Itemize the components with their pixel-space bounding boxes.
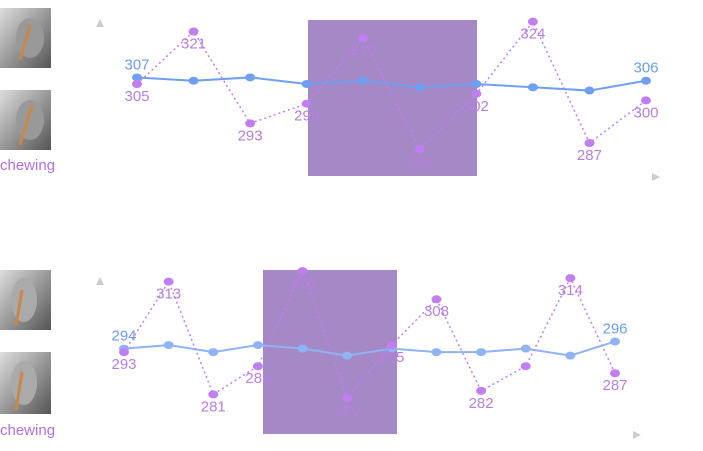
photo [0, 270, 51, 330]
point [358, 76, 369, 85]
point [245, 73, 256, 82]
point [414, 145, 425, 154]
point [431, 295, 442, 304]
series-line [136, 20, 647, 151]
point [342, 351, 353, 360]
data-label: 308 [424, 303, 449, 320]
highlight [308, 20, 477, 176]
point [386, 341, 397, 350]
point [527, 83, 538, 92]
axis-arrow [652, 173, 660, 181]
point [208, 348, 219, 357]
point [476, 386, 487, 395]
data-label: 281 [201, 398, 226, 415]
point [358, 34, 369, 43]
point [132, 80, 142, 88]
data-label: 306 [633, 60, 658, 77]
data-label: 294 [111, 328, 136, 345]
point [641, 76, 651, 85]
data-label: 300 [633, 104, 658, 121]
data-label: 316 [290, 275, 315, 292]
photo [0, 90, 51, 150]
point [610, 369, 620, 378]
data-label: 287 [602, 377, 627, 394]
point [163, 341, 174, 350]
point [431, 348, 442, 357]
axis-arrow [96, 277, 104, 285]
data-label: 324 [520, 26, 545, 43]
series-line [136, 76, 647, 92]
point [245, 119, 256, 128]
point [476, 348, 487, 357]
axis-arrow [633, 431, 641, 439]
data-label: 287 [577, 147, 602, 164]
caption: chewing [0, 157, 55, 174]
data-label: 280 [335, 402, 360, 419]
data-label: 313 [156, 286, 181, 303]
data-label: 285 [407, 154, 432, 171]
point [163, 277, 174, 286]
point [188, 27, 199, 36]
data-label: 307 [124, 56, 149, 73]
point [119, 348, 129, 357]
data-label: 302 [464, 98, 489, 115]
photo [0, 352, 51, 414]
data-label: 299 [294, 108, 319, 125]
point [132, 73, 142, 82]
point [297, 267, 308, 276]
point [301, 99, 312, 108]
data-label: 319 [351, 42, 376, 59]
point [301, 80, 312, 88]
point [610, 337, 620, 346]
point [188, 76, 199, 85]
photo [0, 8, 51, 68]
point [527, 17, 538, 26]
data-label: 282 [469, 395, 494, 412]
point [297, 344, 308, 353]
data-label: 295 [379, 349, 404, 366]
axis-arrow [96, 19, 104, 27]
data-label: 296 [602, 321, 627, 338]
caption: chewing [0, 422, 55, 439]
point [584, 139, 595, 148]
point [342, 393, 353, 402]
point [641, 96, 651, 105]
point [414, 83, 425, 92]
point [520, 344, 531, 353]
point [471, 89, 482, 98]
point [252, 341, 263, 350]
data-label: 314 [558, 282, 583, 299]
point [252, 362, 263, 371]
data-label: 321 [181, 35, 206, 52]
data-label: 293 [111, 356, 136, 373]
data-label: 289 [245, 370, 270, 387]
point [471, 80, 482, 88]
series-line [123, 269, 616, 400]
data-label: 293 [238, 127, 263, 144]
data-label: 305 [124, 88, 149, 105]
point [565, 274, 576, 283]
point [208, 390, 219, 399]
point [520, 362, 531, 371]
series-line [123, 340, 616, 357]
point [584, 86, 595, 95]
point [565, 351, 576, 360]
